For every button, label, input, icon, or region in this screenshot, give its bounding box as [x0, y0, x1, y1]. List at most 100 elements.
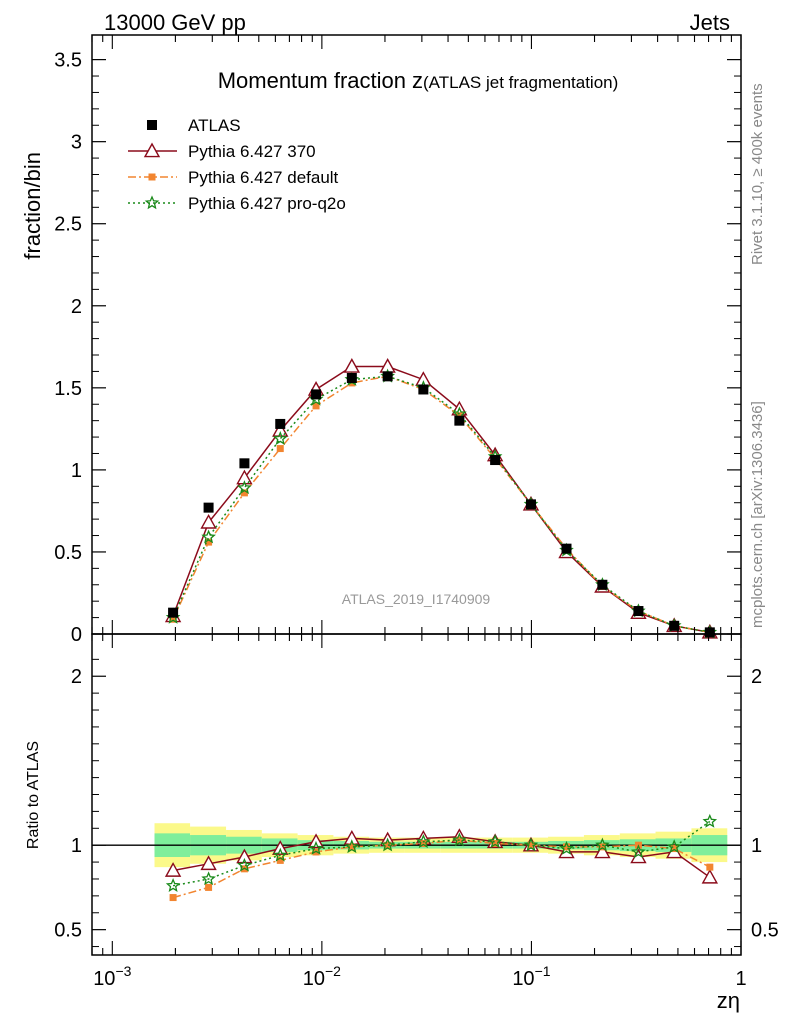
y-tick-label: 1 [71, 460, 82, 482]
ratio-point-pythia-6-427-pro-q2o [487, 834, 503, 849]
legend-label-atlas: ATLAS [188, 116, 241, 135]
legend: ATLAS Pythia 6.427 370 Pythia 6.427 defaul… [128, 116, 346, 213]
x-tick-exponent: −1 [535, 963, 551, 979]
ratio-point-pythia-6-427-default [562, 843, 570, 851]
point-atlas [203, 502, 214, 513]
point-atlas [561, 543, 572, 554]
legend-marker-pythia-6-427-default [148, 173, 156, 181]
y-tick-label: 1.5 [54, 378, 82, 400]
ratio-y-tick-label: 1 [71, 835, 82, 857]
ratio-point-pythia-6-427-pro-q2o [631, 844, 646, 859]
ratio-y-axis-label: Ratio to ATLAS [25, 741, 42, 849]
point-pythia-6-427-default [276, 445, 284, 453]
ratio-point-pythia-6-427-pro-q2o [308, 840, 324, 855]
point-atlas [239, 458, 250, 469]
ratio-point-pythia-6-427-pro-q2o [165, 878, 181, 892]
ratio-y-tick-label-right: 0.5 [751, 920, 779, 942]
point-pythia-6-427-pro-q2o [237, 480, 252, 495]
ratio-point-pythia-6-427-default [205, 883, 213, 891]
mcplots-label: mcplots.cern.ch [arXiv:1306.3436] [749, 401, 766, 628]
ratio-point-pythia-6-427-370 [236, 848, 253, 864]
ratio-point-pythia-6-427-default [384, 841, 392, 849]
point-pythia-6-427-default [169, 615, 177, 623]
ratio-point-pythia-6-427-pro-q2o [559, 840, 574, 855]
legend-marker-pythia-6-427-pro-q2o [144, 195, 160, 210]
ratio-point-pythia-6-427-pro-q2o [523, 837, 539, 852]
y-tick-label: 3.5 [54, 50, 82, 72]
title-var: z [412, 68, 423, 93]
ratio-point-pythia-6-427-default [706, 863, 714, 871]
y-tick-label: 0.5 [54, 542, 82, 564]
ratio-point-pythia-6-427-pro-q2o [452, 832, 467, 847]
series-line-pythia-6-427-370 [172, 365, 710, 634]
ratio-point-pythia-6-427-default [527, 841, 535, 849]
x-tick-base: 10 [303, 968, 325, 990]
ratio-y-tick-label-right: 1 [751, 835, 762, 857]
ratio-plot-frame [91, 633, 742, 956]
x-tick-label: 10−1 [512, 963, 550, 990]
header-left: 13000 GeV pp [104, 10, 246, 35]
point-pythia-6-427-370 [236, 469, 253, 485]
x-tick-base: 10 [512, 968, 534, 990]
ratio-point-pythia-6-427-default [276, 856, 284, 864]
point-pythia-6-427-default [312, 402, 320, 410]
x-tick-label: 10−2 [303, 963, 341, 990]
point-pythia-6-427-pro-q2o [201, 529, 216, 544]
title-sub: (ATLAS jet fragmentation) [423, 73, 618, 92]
main-plot: 0 0.5 1 1.5 2 2.5 3 3.5 ATLAS_2019_I1740909 Mom… [20, 34, 742, 646]
point-atlas [311, 389, 322, 400]
point-atlas [669, 620, 680, 631]
ratio-point-pythia-6-427-370 [200, 855, 217, 871]
main-plot-title: Momentum fraction z(ATLAS jet fragmentati… [218, 68, 619, 93]
ratio-point-pythia-6-427-pro-q2o [344, 839, 360, 854]
ratio-point-pythia-6-427-default [419, 839, 427, 847]
legend-label-pythia-6-427-pro-q2o: Pythia 6.427 pro-q2o [188, 194, 346, 213]
ratio-plot: 0.5 0.51 12 2 Ratio to ATLAS zη 10−3 10−2 10−… [25, 633, 779, 1013]
point-pythia-6-427-default [240, 489, 248, 497]
main-plot-watermark: ATLAS_2019_I1740909 [342, 591, 491, 607]
ratio-y-tick-label: 2 [71, 666, 82, 688]
ratio-point-pythia-6-427-pro-q2o [666, 839, 682, 854]
ratio-line-pythia-6-427-default [172, 839, 711, 899]
point-pythia-6-427-370 [272, 422, 289, 437]
legend-label-pythia-6-427-370: Pythia 6.427 370 [188, 142, 316, 161]
point-atlas [525, 499, 536, 510]
point-pythia-6-427-370 [200, 513, 217, 529]
y-axis-label: fraction/bin [20, 152, 45, 260]
point-atlas [597, 579, 608, 590]
legend-label-pythia-6-427-default: Pythia 6.427 default [188, 168, 339, 187]
point-atlas [168, 607, 179, 618]
ratio-point-pythia-6-427-pro-q2o [237, 857, 252, 872]
ratio-point-pythia-6-427-default [598, 843, 606, 851]
x-tick-exponent: −3 [115, 963, 131, 979]
ratio-line-pythia-6-427-370 [172, 835, 711, 878]
ratio-point-pythia-6-427-default [670, 845, 678, 853]
ratio-point-pythia-6-427-default [491, 839, 499, 847]
x-tick-base: 1 [735, 968, 746, 990]
legend-marker-pythia-6-427-370 [143, 142, 161, 158]
ratio-point-pythia-6-427-pro-q2o [702, 813, 718, 828]
point-atlas [418, 384, 429, 395]
x-tick-base: 10 [93, 968, 115, 990]
ratio-y-tick-label: 0.5 [54, 920, 82, 942]
rivet-label: Rivet 3.1.10, ≥ 400k events [749, 83, 766, 265]
point-pythia-6-427-pro-q2o [272, 430, 288, 446]
ratio-point-pythia-6-427-pro-q2o [272, 847, 288, 862]
ratio-point-pythia-6-427-pro-q2o [416, 834, 431, 849]
ratio-point-pythia-6-427-pro-q2o [201, 871, 216, 886]
ratio-point-pythia-6-427-370 [164, 862, 182, 877]
legend-marker-atlas [147, 120, 157, 130]
ratio-point-pythia-6-427-default [348, 843, 356, 851]
point-pythia-6-427-default [205, 538, 213, 546]
y-tick-label: 2.5 [54, 214, 82, 236]
point-atlas [382, 371, 393, 382]
point-atlas [275, 418, 286, 429]
ratio-point-pythia-6-427-default [169, 894, 177, 902]
point-atlas [704, 627, 715, 638]
title-main: Momentum fraction [218, 68, 406, 93]
ratio-point-pythia-6-427-pro-q2o [595, 837, 610, 852]
point-atlas [346, 372, 357, 383]
x-tick-exponent: −2 [325, 963, 341, 979]
ratio-point-pythia-6-427-370 [594, 843, 611, 859]
